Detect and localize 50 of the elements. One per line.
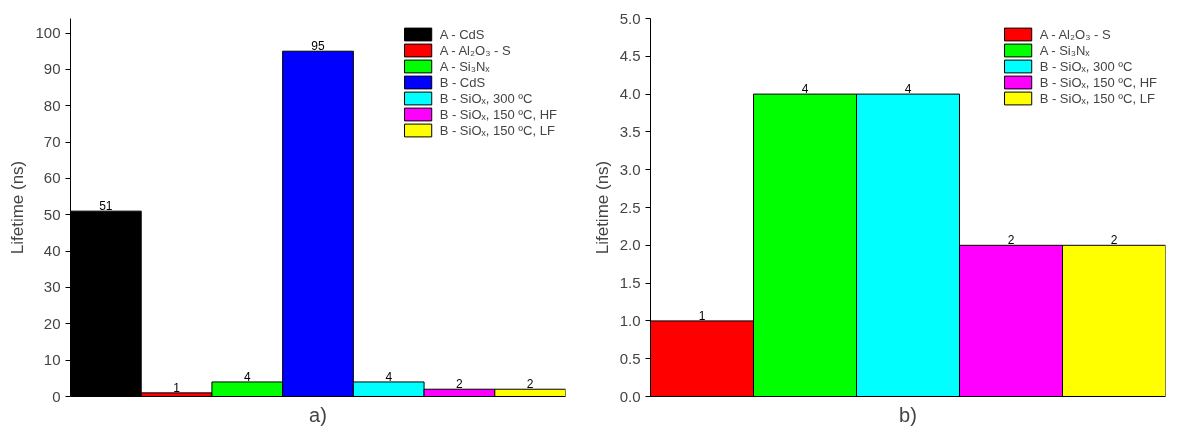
- y-tick-label: 60: [43, 169, 61, 187]
- data-label: 4: [801, 82, 809, 97]
- legend-label: A - Si₃Nₓ: [439, 58, 490, 74]
- data-label: 4: [385, 369, 393, 384]
- data-label: 95: [311, 39, 325, 54]
- y-axis-title: Lifetime (ns): [592, 160, 612, 255]
- legend-label: B - SiOₓ, 150 ºC, HF: [439, 106, 557, 122]
- y-tick-label: 2.5: [619, 198, 641, 216]
- data-label: 1: [698, 308, 706, 323]
- text: a): [309, 403, 327, 426]
- y-tick-label: 90: [43, 60, 61, 78]
- text: b): [899, 403, 917, 426]
- legend-label: B - SiOₓ, 150 ºC, LF: [1039, 90, 1155, 106]
- y-axis-title: Lifetime (ns): [8, 160, 28, 255]
- y-tick-label: 1.5: [619, 274, 641, 292]
- y-tick-label: 40: [43, 242, 61, 260]
- data-label: 4: [243, 369, 251, 384]
- y-tick-label: 2.0: [619, 236, 641, 254]
- legend-label: A - Al₂O₃ - S: [1039, 26, 1111, 42]
- y-tick-label: 80: [43, 96, 61, 114]
- data-label: 2: [526, 377, 534, 392]
- data-label: 4: [904, 82, 912, 97]
- y-tick-label: 4.5: [619, 47, 641, 65]
- y-tick-label: 20: [43, 314, 61, 332]
- y-tick-label: 10: [43, 351, 61, 369]
- y-tick-label: 0: [52, 387, 61, 405]
- y-tick-label: 1.0: [619, 311, 641, 329]
- y-tick-label: 0.0: [619, 387, 641, 405]
- legend-label: A - CdS: [439, 26, 485, 42]
- y-tick-label: 70: [43, 133, 61, 151]
- legend-label: B - CdS: [439, 74, 486, 90]
- legend-label: B - SiOₓ, 150 ºC, HF: [1039, 74, 1157, 90]
- data-label: 2: [1007, 233, 1015, 248]
- legend-label: B - SiOₓ, 300 ºC: [439, 90, 533, 106]
- y-tick-label: 0.5: [619, 349, 641, 367]
- legend-label: A - Al₂O₃ - S: [439, 42, 511, 58]
- y-tick-label: 5.0: [619, 9, 641, 27]
- data-label: 1: [173, 380, 181, 395]
- legend-label: A - Si₃Nₓ: [1039, 42, 1090, 58]
- y-tick-label: 3.0: [619, 160, 641, 178]
- y-tick-label: 50: [43, 205, 61, 223]
- data-label: 2: [1110, 233, 1118, 248]
- legend-label: B - SiOₓ, 150 ºC, LF: [439, 122, 555, 138]
- y-tick-label: 30: [43, 278, 61, 296]
- y-tick-label: 4.0: [619, 85, 641, 103]
- legend-label: B - SiOₓ, 300 ºC: [1039, 58, 1133, 74]
- data-label: 2: [456, 377, 464, 392]
- data-label: 51: [99, 199, 113, 214]
- y-tick-label: 3.5: [619, 122, 641, 140]
- y-tick-label: 100: [35, 24, 61, 42]
